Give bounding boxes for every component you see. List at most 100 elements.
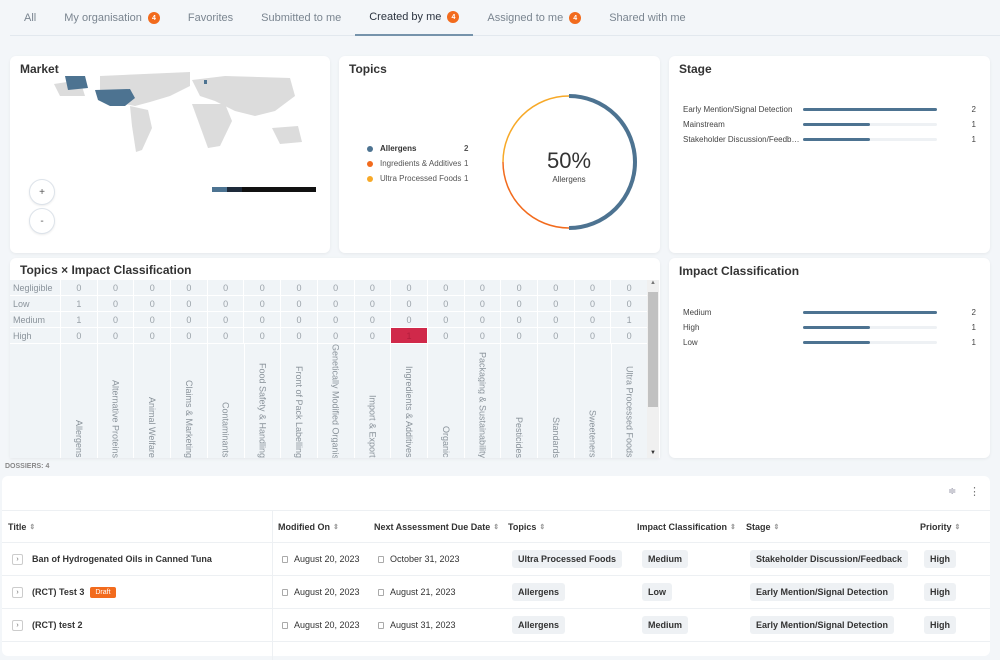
zoom-in-button[interactable]: + bbox=[29, 179, 55, 205]
heatmap-cell[interactable]: 0 bbox=[463, 328, 501, 343]
tab-submitted-to-me[interactable]: Submitted to me bbox=[247, 0, 355, 36]
heatmap-cell[interactable]: 0 bbox=[463, 312, 501, 327]
heatmap-cell[interactable]: 0 bbox=[133, 280, 170, 295]
heatmap-cell[interactable]: 0 bbox=[96, 296, 134, 311]
heatmap-cell[interactable]: 0 bbox=[316, 328, 354, 343]
donut-slice-allergens[interactable] bbox=[568, 94, 637, 230]
heatmap-cell[interactable]: 1 bbox=[60, 312, 97, 327]
heatmap-cell[interactable]: 0 bbox=[573, 328, 611, 343]
heatmap-cell[interactable]: 1 bbox=[60, 296, 97, 311]
heatmap-cell[interactable]: 0 bbox=[96, 280, 134, 295]
column-header[interactable]: Modified On ⇕ bbox=[278, 522, 339, 532]
legend-item[interactable]: Ultra Processed Foods 1 bbox=[367, 171, 468, 186]
heatmap-cell[interactable]: 0 bbox=[60, 328, 97, 343]
column-header[interactable]: Title ⇕ bbox=[8, 522, 35, 532]
heatmap-cell[interactable]: 0 bbox=[390, 296, 427, 311]
table-row[interactable]: › (RCT) Test 3 Draft August 20, 2023 August … bbox=[2, 576, 990, 609]
heatmap-cell[interactable]: 0 bbox=[316, 312, 354, 327]
sort-icon[interactable]: ⇕ bbox=[29, 523, 36, 531]
heatmap-cell[interactable]: 0 bbox=[536, 280, 574, 295]
heatmap-cell[interactable]: 0 bbox=[243, 296, 280, 311]
table-row[interactable]: › Ban of Hydrogenated Oils in Canned Tuna… bbox=[2, 543, 990, 576]
heatmap-cell[interactable]: 0 bbox=[170, 312, 207, 327]
heatmap-cell[interactable]: 0 bbox=[390, 280, 427, 295]
heatmap-cell[interactable]: 0 bbox=[206, 280, 244, 295]
tab-all[interactable]: All bbox=[10, 0, 50, 36]
heatmap-cell[interactable]: 0 bbox=[426, 296, 464, 311]
heatmap-cell[interactable]: 0 bbox=[280, 280, 317, 295]
dossier-title[interactable]: Ban of Hydrogenated Oils in Canned Tuna bbox=[32, 554, 212, 564]
expand-row-icon[interactable]: › bbox=[12, 619, 23, 631]
heatmap-cell[interactable]: 0 bbox=[500, 312, 537, 327]
heatmap-cell[interactable]: 0 bbox=[170, 280, 207, 295]
heatmap-cell[interactable]: 0 bbox=[536, 312, 574, 327]
column-header[interactable]: Priority ⇕ bbox=[920, 522, 960, 532]
heatmap-cell[interactable]: 0 bbox=[426, 312, 464, 327]
more-options-icon[interactable]: ⋮ bbox=[969, 486, 980, 498]
tab-favorites[interactable]: Favorites bbox=[174, 0, 247, 36]
heatmap-cell[interactable]: 0 bbox=[316, 296, 354, 311]
donut-slice-ingredients-additives[interactable] bbox=[502, 161, 570, 229]
sort-icon[interactable]: ⇕ bbox=[954, 523, 961, 531]
heatmap-cell[interactable]: 0 bbox=[610, 296, 647, 311]
legend-item[interactable]: Allergens 2 bbox=[367, 141, 468, 156]
heatmap-cell[interactable]: 0 bbox=[170, 296, 207, 311]
heatmap-cell[interactable]: 0 bbox=[353, 280, 391, 295]
column-header[interactable]: Stage ⇕ bbox=[746, 522, 779, 532]
heatmap-cell[interactable]: 0 bbox=[96, 312, 134, 327]
heatmap-cell[interactable]: 0 bbox=[573, 296, 611, 311]
sort-icon[interactable]: ⇕ bbox=[539, 523, 546, 531]
expand-row-icon[interactable]: › bbox=[12, 553, 23, 565]
legend-item[interactable]: Ingredients & Additives 1 bbox=[367, 156, 468, 171]
heatmap-cell[interactable]: 1 bbox=[610, 312, 647, 327]
heatmap-cell[interactable]: 0 bbox=[133, 328, 170, 343]
heatmap-cell[interactable]: 0 bbox=[60, 280, 97, 295]
heatmap-cell[interactable]: 0 bbox=[426, 328, 464, 343]
heatmap-cell[interactable]: 0 bbox=[206, 296, 244, 311]
heatmap-cell[interactable]: 0 bbox=[426, 280, 464, 295]
heatmap-cell[interactable]: 0 bbox=[536, 328, 574, 343]
heatmap-cell[interactable]: 0 bbox=[463, 296, 501, 311]
table-row[interactable]: › (RCT) test 2 August 20, 2023 August 31, 2… bbox=[2, 609, 990, 642]
donut-slice-ultra-processed-foods[interactable] bbox=[502, 95, 570, 163]
heatmap-cell[interactable]: 0 bbox=[536, 296, 574, 311]
sort-icon[interactable]: ⇕ bbox=[773, 523, 780, 531]
heatmap-cell[interactable]: 0 bbox=[243, 328, 280, 343]
heatmap-cell[interactable]: 0 bbox=[573, 312, 611, 327]
zoom-out-button[interactable]: - bbox=[29, 208, 55, 234]
topics-donut-chart[interactable] bbox=[499, 92, 639, 232]
heatmap-cell[interactable]: 0 bbox=[96, 328, 134, 343]
column-header[interactable]: Impact Classification ⇕ bbox=[637, 522, 736, 532]
stage-bar-row[interactable]: Mainstream 1 bbox=[683, 117, 976, 132]
heatmap-cell[interactable]: 0 bbox=[316, 280, 354, 295]
column-header[interactable]: Next Assessment Due Date ⇕ bbox=[374, 522, 499, 532]
heatmap-cell[interactable]: 0 bbox=[133, 296, 170, 311]
sort-icon[interactable]: ⇕ bbox=[333, 523, 339, 531]
dossier-title[interactable]: (RCT) Test 3 bbox=[32, 587, 85, 597]
column-header[interactable]: Topics ⇕ bbox=[508, 522, 545, 532]
heatmap-cell[interactable]: 0 bbox=[243, 312, 280, 327]
stage-bar-row[interactable]: Stakeholder Discussion/Feedback 1 bbox=[683, 132, 976, 147]
stage-bar-row[interactable]: Early Mention/Signal Detection 2 bbox=[683, 102, 976, 117]
heatmap-cell[interactable]: 0 bbox=[206, 328, 244, 343]
heatmap-cell[interactable]: 0 bbox=[500, 280, 537, 295]
dossier-title[interactable]: (RCT) test 2 bbox=[32, 620, 83, 630]
heatmap-cell[interactable]: 0 bbox=[170, 328, 207, 343]
impact-bar-row[interactable]: High 1 bbox=[683, 320, 976, 335]
heatmap-cell[interactable]: 0 bbox=[243, 280, 280, 295]
heatmap-cell[interactable]: 0 bbox=[610, 280, 647, 295]
sort-icon[interactable]: ⇕ bbox=[493, 523, 500, 531]
tab-created-by-me[interactable]: Created by me 4 bbox=[355, 0, 474, 36]
impact-bar-row[interactable]: Low 1 bbox=[683, 335, 976, 350]
heatmap-cell[interactable]: 0 bbox=[353, 296, 391, 311]
world-map[interactable] bbox=[40, 66, 310, 176]
heatmap-cell[interactable]: 0 bbox=[353, 328, 391, 343]
heatmap-cell[interactable]: 0 bbox=[610, 328, 647, 343]
tab-assigned-to-me[interactable]: Assigned to me 4 bbox=[473, 0, 595, 36]
tab-my-organisation[interactable]: My organisation 4 bbox=[50, 0, 174, 36]
heatmap-cell[interactable]: 0 bbox=[500, 296, 537, 311]
tab-shared-with-me[interactable]: Shared with me bbox=[595, 0, 699, 36]
heatmap-cell[interactable]: 0 bbox=[280, 312, 317, 327]
heatmap-cell[interactable]: 0 bbox=[206, 312, 244, 327]
density-icon[interactable]: ≑ bbox=[948, 486, 957, 497]
